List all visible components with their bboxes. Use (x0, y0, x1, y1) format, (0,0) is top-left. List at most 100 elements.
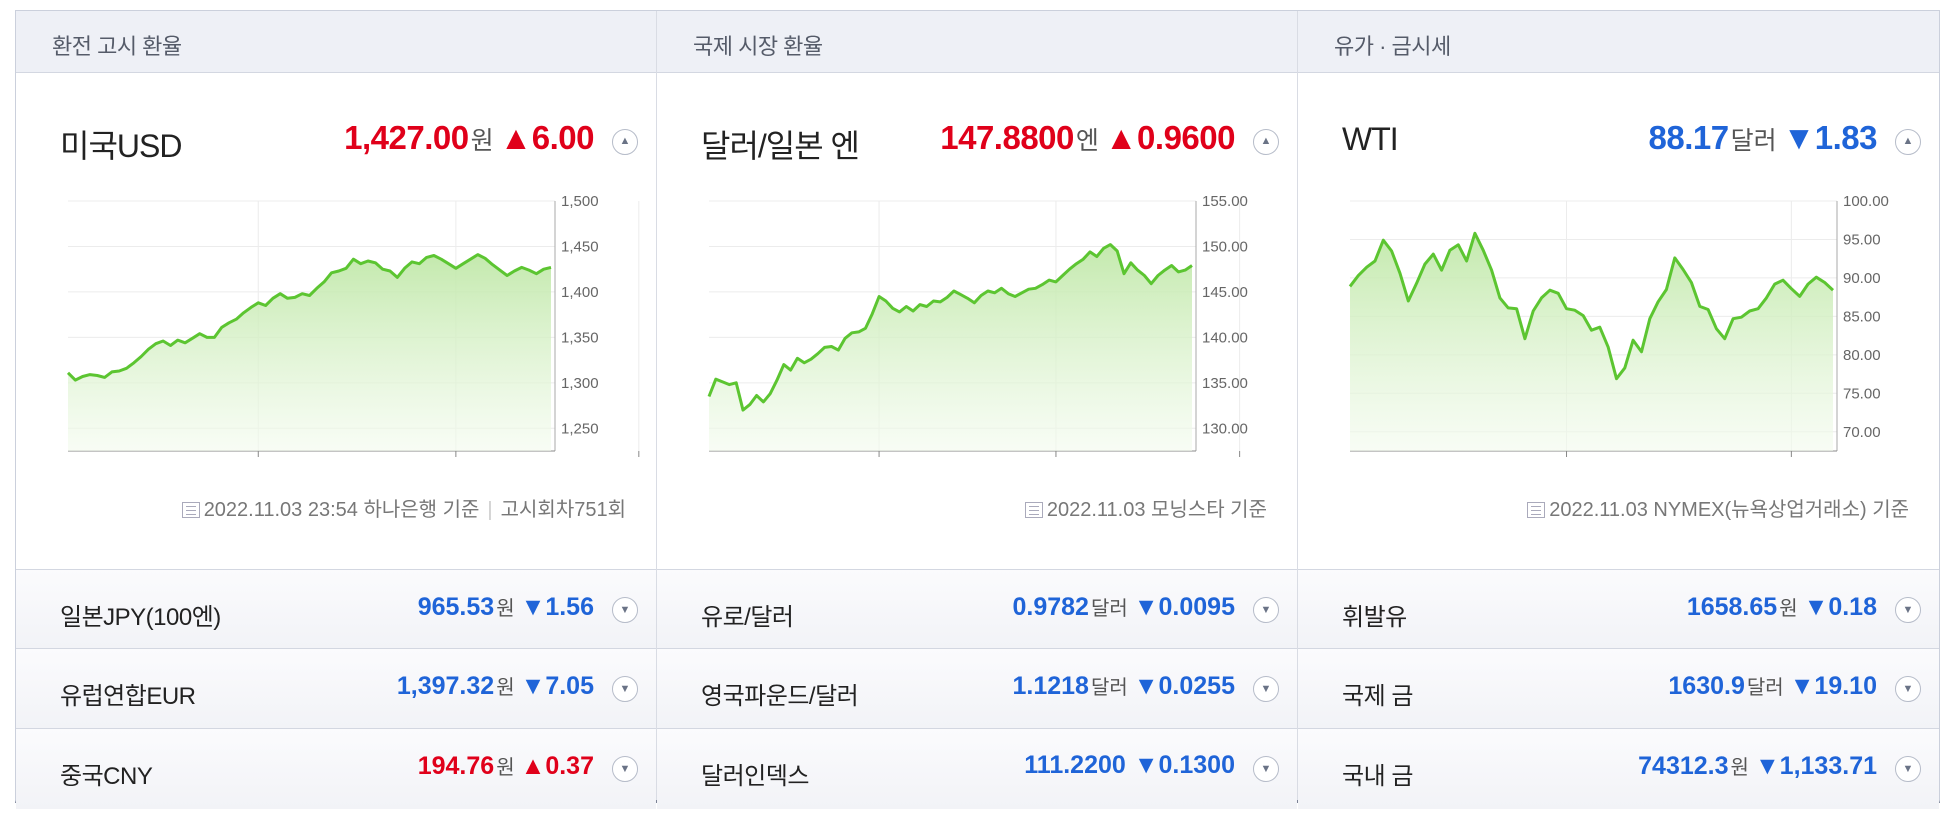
y-tick-label: 1,450 (561, 238, 599, 255)
usd-chart: 1,500 1,450 1,400 1,350 1,300 1,250 09/01 10/04… (66, 193, 657, 466)
main-quote: 147.8800엔 ▲0.9600 (940, 119, 1235, 157)
main-change: ▲0.9600 (1104, 119, 1236, 156)
basis-line: 2022.11.03 23:54 하나은행 기준 | 고시회차751회 (181, 493, 626, 522)
row-value: 1630.9 (1668, 672, 1745, 700)
chevron-down-icon[interactable]: ▼ (612, 597, 638, 623)
list-item[interactable]: 유로/달러 0.9782 달러 ▼0.0095 ▼ (657, 569, 1297, 649)
list-item[interactable]: 유럽연합EUR 1,397.32 원 ▼7.05 ▼ (16, 649, 656, 729)
panel-international-market: 국제 시장 환율 달러/일본 엔 147.8800엔 ▲0.9600 ▲ 155.… (657, 11, 1298, 809)
main-name: 미국USD (60, 128, 182, 164)
x-tick-label: 10/01 (1037, 465, 1075, 466)
x-tick-label: 10/03 (1773, 465, 1811, 466)
chevron-up-icon[interactable]: ▲ (612, 129, 638, 155)
row-quote: 194.76 원 ▲0.37 (418, 751, 594, 781)
main-unit: 원 (470, 127, 494, 155)
row-change: ▲0.37 (520, 752, 594, 780)
row-quote: 74312.3 원 ▼1,133.71 (1638, 751, 1877, 781)
main-quote-row[interactable]: WTI 88.17달러 ▼1.83 ▲ (1298, 119, 1939, 169)
tab-label: 환전 고시 환율 (52, 34, 182, 59)
series-area (68, 254, 551, 451)
row-quote: 111.2200 ▼0.1300 (1024, 751, 1235, 780)
quote-list: 일본JPY(100엔) 965.53 원 ▼1.56 ▼ 유럽연합EUR 1,397… (16, 569, 656, 809)
x-tick-label: 11/01 (621, 465, 657, 466)
row-change: ▼0.1300 (1133, 751, 1235, 779)
basis-line: 2022.11.03 NYMEX(뉴욕상업거래소) 기준 (1527, 493, 1909, 522)
list-item[interactable]: 국제 금 1630.9 달러 ▼19.10 ▼ (1298, 649, 1939, 729)
basis-line: 2022.11.03 모닝스타 기준 (1024, 493, 1267, 522)
list-item[interactable]: 일본JPY(100엔) 965.53 원 ▼1.56 ▼ (16, 569, 656, 649)
main-value: 147.8800 (940, 119, 1074, 156)
series-line (707, 243, 1193, 412)
chevron-down-icon[interactable]: ▼ (612, 676, 638, 702)
row-value: 74312.3 (1638, 752, 1729, 780)
row-name: 유럽연합EUR (60, 683, 196, 710)
row-name: 국제 금 (1342, 683, 1413, 710)
chevron-down-icon[interactable]: ▼ (1895, 676, 1921, 702)
row-unit: 달러 (1090, 677, 1128, 699)
separator: | (487, 499, 493, 521)
y-tick-label: 95.00 (1843, 231, 1881, 248)
list-item[interactable]: 국내 금 74312.3 원 ▼1,133.71 ▼ (1298, 729, 1939, 809)
series-line (66, 253, 552, 382)
chevron-up-icon[interactable]: ▲ (1253, 129, 1279, 155)
row-quote: 965.53 원 ▼1.56 (418, 592, 594, 622)
y-tick-label: 155.00 (1202, 193, 1248, 210)
tab-international-market[interactable]: 국제 시장 환율 (657, 11, 1297, 73)
row-value: 965.53 (417, 593, 495, 621)
chevron-up-icon[interactable]: ▲ (1895, 129, 1921, 155)
list-item[interactable]: 영국파운드/달러 1.1218 달러 ▼0.0255 ▼ (657, 649, 1297, 729)
main-unit: 엔 (1075, 127, 1099, 155)
row-value: 0.9782 (1012, 593, 1089, 621)
y-tick-label: 140.00 (1202, 329, 1248, 346)
y-tick-label: 130.00 (1202, 420, 1248, 437)
y-tick-label: 85.00 (1843, 308, 1881, 325)
chevron-down-icon[interactable]: ▼ (1253, 756, 1279, 782)
y-tick-label: 1,400 (561, 284, 599, 301)
basis-date: 2022.11.03 23:54 하나은행 기준 (203, 499, 480, 521)
x-tick-label: 10/04 (437, 465, 475, 466)
chevron-down-icon[interactable]: ▼ (1895, 597, 1921, 623)
panel-exchange-notice: 환전 고시 환율 미국USD 1,427.00원 ▲6.00 ▲ 1,500 1,4… (16, 11, 657, 809)
row-name: 중국CNY (60, 763, 153, 790)
main-change: ▲6.00 (499, 119, 595, 156)
basis-date: 2022.11.03 NYMEX(뉴욕상업거래소) 기준 (1549, 499, 1909, 521)
main-quote-row[interactable]: 미국USD 1,427.00원 ▲6.00 ▲ (16, 119, 656, 169)
tab-exchange-notice[interactable]: 환전 고시 환율 (16, 11, 656, 73)
x-tick-label: 09/01 (239, 465, 277, 466)
chevron-down-icon[interactable]: ▼ (1253, 676, 1279, 702)
row-quote: 0.9782 달러 ▼0.0095 (1013, 592, 1236, 622)
document-icon (1024, 502, 1043, 518)
y-tick-label: 1,350 (561, 329, 599, 346)
y-tick-label: 1,500 (561, 193, 599, 210)
chevron-down-icon[interactable]: ▼ (1253, 597, 1279, 623)
main-quote-row[interactable]: 달러/일본 엔 147.8800엔 ▲0.9600 ▲ (657, 119, 1297, 169)
tab-oil-gold[interactable]: 유가 · 금시세 (1298, 11, 1939, 73)
list-item[interactable]: 중국CNY 194.76 원 ▲0.37 ▼ (16, 729, 656, 809)
y-tick-label: 1,300 (561, 375, 599, 392)
x-tick-label: 11/01 (1221, 465, 1257, 466)
row-unit: 달러 (1746, 677, 1784, 699)
row-change: ▼19.10 (1789, 672, 1877, 700)
row-value: 1658.65 (1686, 593, 1778, 621)
row-name: 국내 금 (1342, 763, 1413, 790)
x-tick-label: 09/01 (860, 465, 898, 466)
row-quote: 1658.65 원 ▼0.18 (1687, 592, 1877, 622)
row-unit: 원 (496, 757, 515, 779)
chevron-down-icon[interactable]: ▼ (1895, 756, 1921, 782)
quote-list: 유로/달러 0.9782 달러 ▼0.0095 ▼ 영국파운드/달러 1.1218 달… (657, 569, 1297, 809)
row-unit: 원 (1730, 757, 1749, 779)
series-area (1350, 233, 1833, 451)
list-item[interactable]: 달러인덱스 111.2200 ▼0.1300 ▼ (657, 729, 1297, 809)
quote-list: 휘발유 1658.65 원 ▼0.18 ▼ 국제 금 1630.9 달러 ▼19.10 … (1298, 569, 1939, 809)
row-name: 휘발유 (1342, 604, 1407, 631)
row-change: ▼0.0095 (1133, 593, 1235, 621)
y-tick-label: 100.00 (1843, 193, 1889, 210)
list-item[interactable]: 휘발유 1658.65 원 ▼0.18 ▼ (1298, 569, 1939, 649)
row-unit: 달러 (1090, 598, 1128, 620)
y-tick-label: 1,250 (561, 420, 599, 437)
main-quote: 88.17달러 ▼1.83 (1649, 119, 1878, 157)
row-change: ▼1.56 (520, 593, 594, 621)
chevron-down-icon[interactable]: ▼ (612, 756, 638, 782)
row-unit: 원 (1779, 598, 1798, 620)
main-unit: 달러 (1730, 127, 1777, 155)
